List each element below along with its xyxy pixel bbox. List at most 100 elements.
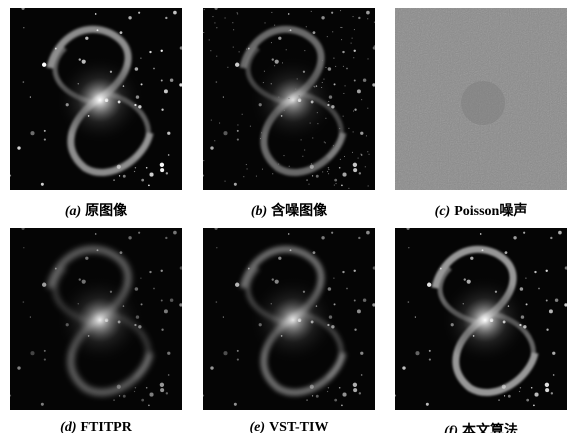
star <box>223 96 224 97</box>
noise-dot <box>237 124 238 125</box>
star <box>66 103 69 106</box>
noise-dot <box>340 159 341 160</box>
star <box>549 309 553 313</box>
noise-dot <box>317 123 318 124</box>
noise-dot <box>337 147 338 148</box>
noise-dot <box>365 166 366 167</box>
noise-dot <box>340 27 341 28</box>
star <box>278 37 281 40</box>
star <box>359 392 361 394</box>
noise-dot <box>322 60 323 61</box>
star <box>153 68 155 70</box>
noise-dot <box>325 142 326 143</box>
star <box>402 366 405 369</box>
star <box>123 175 126 178</box>
star <box>272 58 274 60</box>
star <box>123 395 126 398</box>
noise-dot <box>272 173 273 174</box>
star <box>271 303 272 304</box>
star <box>538 288 540 290</box>
noise-dot <box>311 11 312 12</box>
star <box>170 78 173 81</box>
star <box>30 96 31 97</box>
noise-dot <box>225 181 226 182</box>
noise-dot <box>209 39 210 40</box>
star <box>321 16 324 19</box>
star <box>555 298 558 301</box>
star <box>165 237 167 239</box>
star <box>30 131 34 135</box>
noise-dot <box>246 164 247 165</box>
noise-dot <box>211 120 212 121</box>
star <box>334 399 337 402</box>
panel-label: (c) <box>435 204 451 219</box>
noise-dot <box>216 56 217 57</box>
noise-dot <box>278 97 279 98</box>
noise-dot <box>299 95 300 96</box>
star <box>313 31 316 34</box>
star <box>298 318 302 322</box>
panel-label: (d) <box>60 420 76 433</box>
star <box>161 109 163 111</box>
noise-dot <box>212 16 213 17</box>
star <box>216 247 217 248</box>
panel-image <box>203 8 375 190</box>
star <box>97 29 99 31</box>
noise-dot <box>367 151 368 152</box>
star <box>310 165 314 169</box>
noise-dot <box>306 26 307 27</box>
panel: (c)Poisson噪声 <box>395 8 567 220</box>
star <box>66 323 69 326</box>
star <box>44 350 46 352</box>
noise-dot <box>289 166 290 167</box>
star <box>334 179 337 182</box>
star <box>498 399 500 401</box>
star <box>327 171 328 172</box>
star <box>508 305 509 306</box>
star <box>366 11 370 15</box>
star <box>546 300 548 302</box>
star <box>110 291 112 293</box>
star <box>55 268 57 270</box>
star <box>134 171 135 172</box>
star <box>23 27 24 28</box>
star <box>105 318 109 322</box>
star <box>290 29 292 31</box>
star <box>173 231 177 235</box>
noise-dot <box>360 154 361 155</box>
panel: (a)原图像 <box>10 8 182 220</box>
noise-dot <box>368 58 369 59</box>
star <box>526 399 529 402</box>
star <box>346 288 348 290</box>
star <box>545 383 549 387</box>
noise-dot <box>343 116 344 117</box>
star <box>42 63 46 67</box>
star <box>531 387 533 389</box>
noise-dot <box>256 176 257 177</box>
star <box>138 325 141 328</box>
noise-dot <box>225 17 226 18</box>
star <box>303 291 305 293</box>
star <box>30 351 34 355</box>
star <box>408 301 410 303</box>
core <box>248 275 338 365</box>
star <box>342 271 344 273</box>
star <box>429 350 431 352</box>
noise-dot <box>284 110 285 111</box>
star <box>546 329 548 331</box>
star <box>223 131 227 135</box>
star <box>216 81 218 83</box>
star <box>275 60 279 64</box>
noise-dot <box>246 49 247 50</box>
noise-dot <box>334 185 335 186</box>
star <box>234 403 237 406</box>
noise-dot <box>361 99 362 100</box>
noise-dot <box>353 16 354 17</box>
star <box>546 270 548 272</box>
noise-dot <box>204 9 205 10</box>
star <box>316 305 317 306</box>
star <box>334 303 336 305</box>
noise-dot <box>271 12 272 13</box>
star <box>223 316 224 317</box>
star <box>306 179 308 181</box>
